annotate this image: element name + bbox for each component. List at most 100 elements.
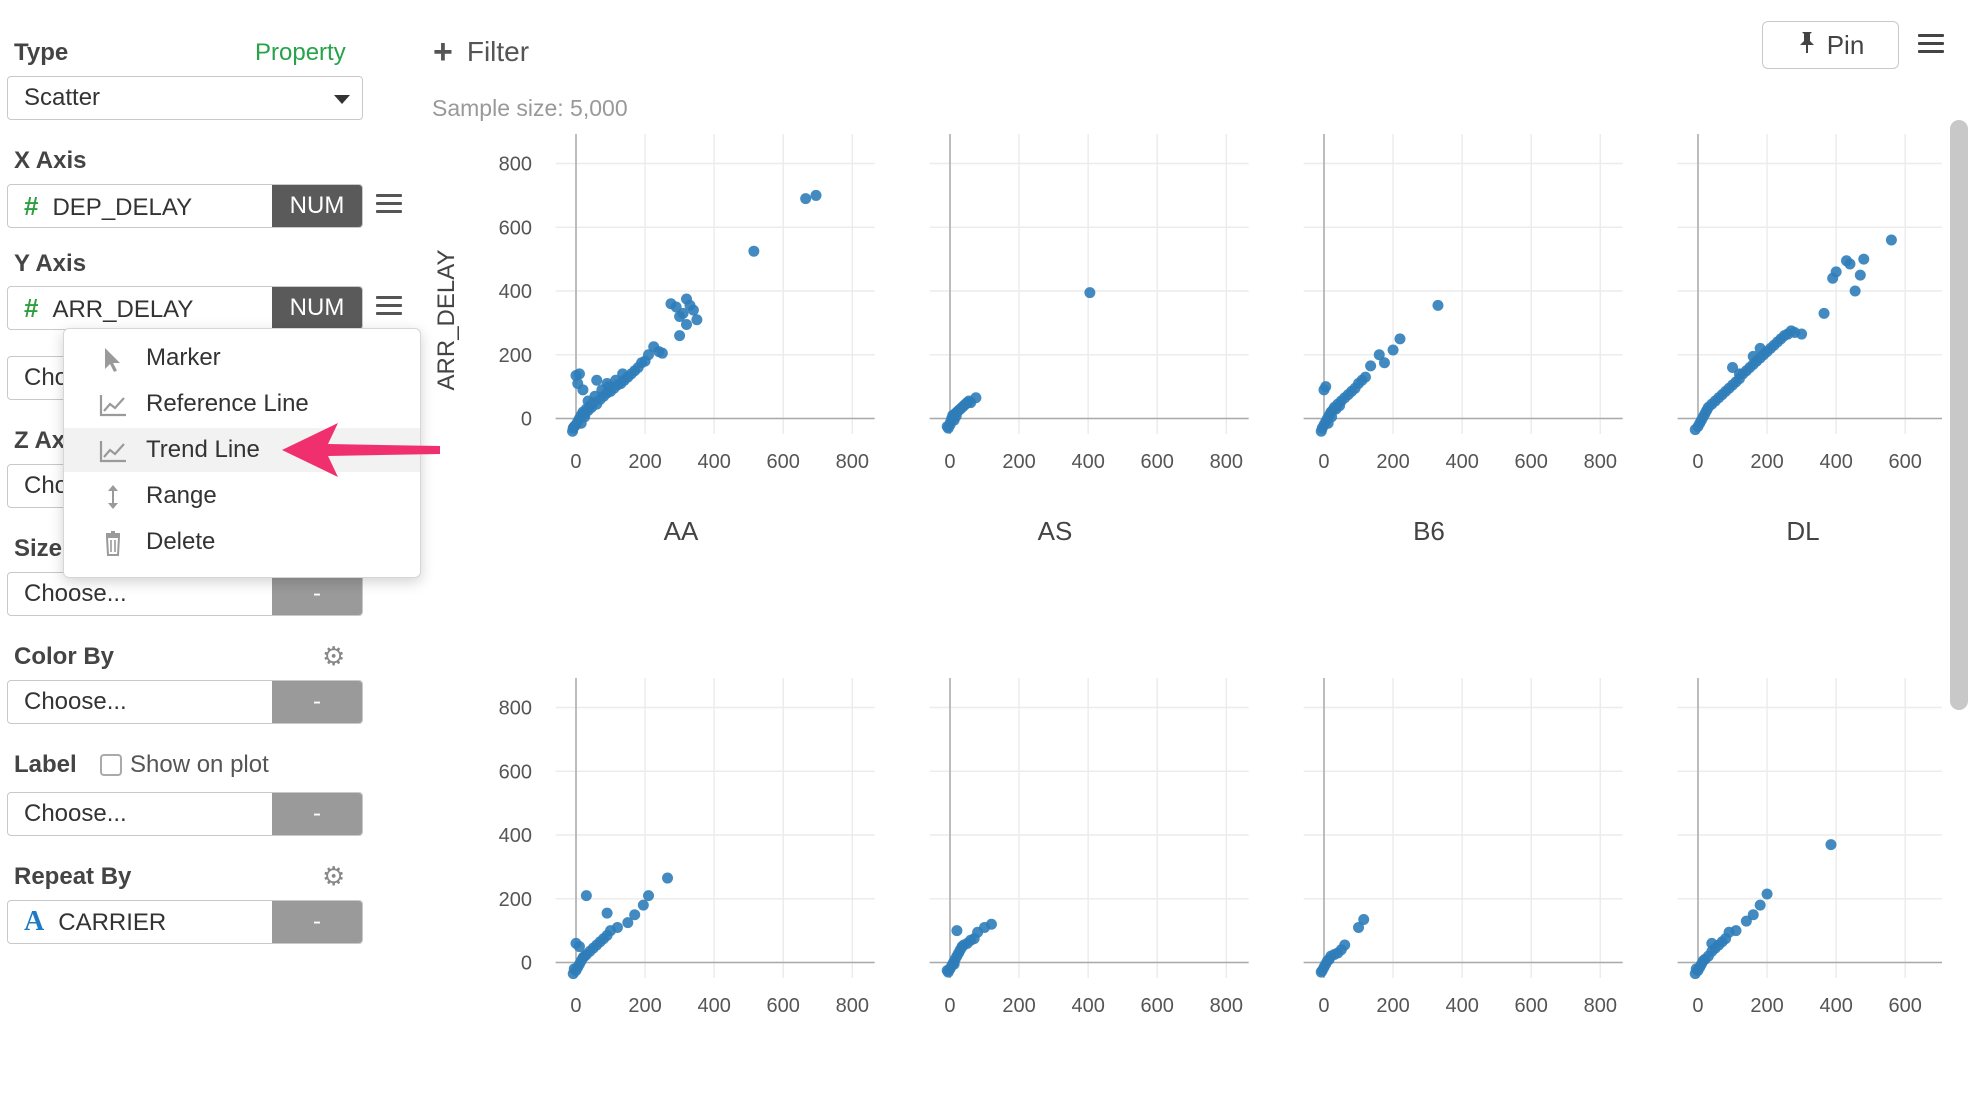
- data-point: [617, 368, 629, 380]
- data-point: [677, 307, 689, 319]
- data-point: [941, 964, 953, 976]
- data-point: [1754, 342, 1766, 354]
- scatter-panel: 0 200 400 600 800 B6: [1303, 134, 1623, 546]
- x-tick-label: 400: [1819, 451, 1852, 473]
- line-chart-icon: [98, 436, 128, 464]
- y-tick-label: 600: [499, 761, 532, 783]
- x-tick-label: 800: [836, 451, 869, 473]
- x-axis-field[interactable]: # DEP_DELAY NUM: [7, 184, 363, 228]
- y-axis-menu-icon[interactable]: [376, 296, 402, 316]
- menu-item-marker[interactable]: Marker: [64, 336, 420, 380]
- x-axis-type-badge[interactable]: NUM: [272, 185, 362, 227]
- choose-partial-text: Cho: [24, 364, 69, 391]
- choose-partial-text: Cho: [24, 472, 69, 499]
- data-point: [1854, 269, 1866, 281]
- scrollbar-thumb[interactable]: [1950, 120, 1968, 710]
- y-tick-label: 400: [499, 825, 532, 847]
- x-tick-label: 600: [1889, 451, 1922, 473]
- data-point: [674, 330, 686, 342]
- show-on-plot-option[interactable]: Show on plot: [100, 751, 269, 779]
- data-point: [681, 318, 693, 330]
- data-point: [1706, 937, 1718, 949]
- main-menu-icon[interactable]: [1918, 34, 1944, 54]
- x-tick-label: 0: [1318, 995, 1329, 1017]
- size-field[interactable]: Choose... -: [7, 572, 363, 616]
- menu-item-range[interactable]: Range: [64, 474, 420, 518]
- menu-item-label: Trend Line: [146, 436, 260, 463]
- pin-label: Pin: [1826, 29, 1865, 60]
- menu-item-reference-line[interactable]: Reference Line: [64, 382, 420, 426]
- text-type-icon: A: [24, 906, 45, 937]
- y-axis-title: ARR_DELAY: [433, 250, 460, 391]
- data-point: [579, 408, 591, 420]
- x-tick-label: 400: [1819, 995, 1852, 1017]
- data-point: [1378, 357, 1390, 369]
- property-link[interactable]: Property: [255, 39, 346, 66]
- show-on-plot-checkbox[interactable]: [100, 754, 122, 776]
- x-tick-label: 800: [1584, 451, 1617, 473]
- x-tick-label: 400: [1071, 451, 1104, 473]
- color-by-clear-button[interactable]: -: [272, 681, 362, 723]
- x-tick-label: 0: [570, 451, 581, 473]
- x-tick-label: 600: [1889, 995, 1922, 1017]
- x-axis-menu-icon[interactable]: [376, 194, 402, 214]
- data-point: [643, 349, 655, 361]
- chart-type-select[interactable]: Scatter: [7, 76, 363, 120]
- x-tick-label: 200: [1376, 995, 1409, 1017]
- data-point: [800, 193, 812, 205]
- x-tick-label: 0: [570, 995, 581, 1017]
- data-point: [1358, 913, 1370, 925]
- z-axis-label: Z Ax: [14, 427, 66, 454]
- data-point: [1326, 411, 1338, 423]
- data-point: [1387, 344, 1399, 356]
- label-clear-button[interactable]: -: [272, 793, 362, 835]
- x-tick-label: 600: [1515, 995, 1548, 1017]
- data-point: [948, 958, 960, 970]
- data-point: [691, 314, 703, 326]
- scatter-panel: 0200400600800DL: [1677, 134, 1942, 546]
- x-tick-label: 0: [1318, 451, 1329, 473]
- data-point: [575, 417, 587, 429]
- x-tick-label: 800: [1210, 995, 1243, 1017]
- y-tick-label: 0: [521, 953, 532, 975]
- x-tick-label: 0: [944, 451, 955, 473]
- label-value: Choose...: [24, 800, 127, 827]
- y-axis-type-badge[interactable]: NUM: [272, 287, 362, 329]
- data-point: [1690, 963, 1702, 975]
- data-point: [577, 384, 589, 396]
- x-tick-label: 400: [697, 995, 730, 1017]
- trash-icon: [98, 528, 128, 556]
- menu-item-label: Range: [146, 482, 217, 509]
- data-point: [656, 347, 668, 359]
- repeat-by-gear-icon[interactable]: ⚙: [322, 861, 346, 891]
- pin-button[interactable]: Pin: [1762, 21, 1899, 69]
- data-point: [985, 918, 997, 930]
- repeat-by-field[interactable]: A CARRIER -: [7, 900, 363, 944]
- size-clear-button[interactable]: -: [272, 573, 362, 615]
- x-tick-label: 200: [1002, 995, 1035, 1017]
- data-point: [1359, 371, 1371, 383]
- x-tick-label: 200: [1750, 995, 1783, 1017]
- sample-size-text: Sample size: 5,000: [432, 95, 628, 121]
- y-tick-label: 800: [499, 698, 532, 720]
- data-point: [1858, 253, 1870, 265]
- data-point: [611, 921, 623, 933]
- data-point: [1747, 909, 1759, 921]
- panel-title: AA: [664, 516, 699, 546]
- y-axis-field[interactable]: # ARR_DELAY NUM: [7, 286, 363, 330]
- filter-button[interactable]: + Filter: [433, 35, 529, 69]
- data-point: [950, 410, 962, 422]
- label-field[interactable]: Choose... -: [7, 792, 363, 836]
- data-point: [810, 189, 822, 201]
- x-tick-label: 600: [767, 451, 800, 473]
- repeat-by-clear-button[interactable]: -: [272, 901, 362, 943]
- x-tick-label: 800: [836, 995, 869, 1017]
- data-point: [1084, 287, 1096, 299]
- color-by-gear-icon[interactable]: ⚙: [322, 641, 346, 671]
- data-point: [637, 899, 649, 911]
- scatter-panel: 0 200 400 600 800 0 200 400 600 800: [499, 678, 875, 1017]
- color-by-field[interactable]: Choose... -: [7, 680, 363, 724]
- data-point: [622, 917, 634, 929]
- menu-item-delete[interactable]: Delete: [64, 520, 420, 564]
